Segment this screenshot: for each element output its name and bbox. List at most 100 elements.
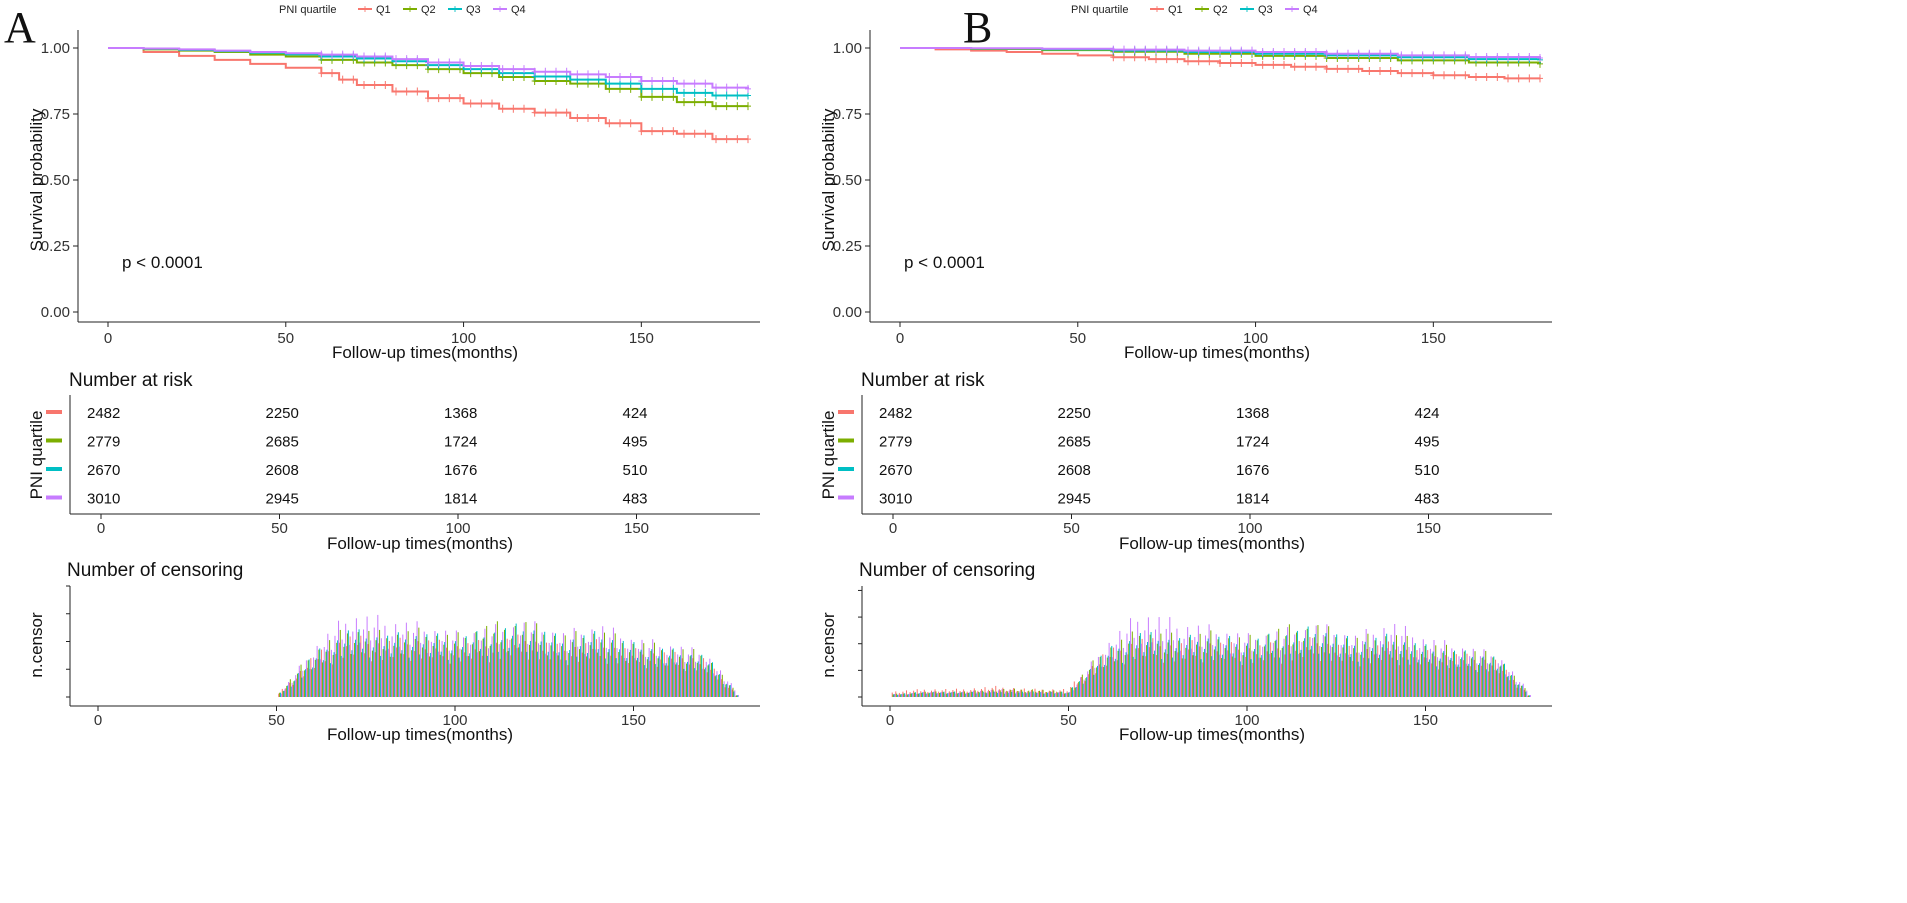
km-censor-mark-q1 [1387,66,1394,75]
km-censor-mark-q1 [585,113,591,122]
km-censor-mark-q4 [489,61,495,70]
km-censor-mark-q3 [691,88,698,97]
legend-key-mark: + [1243,2,1250,16]
km-censor-mark-q2 [691,98,698,107]
km-censor-mark-q1 [1345,64,1351,73]
panel-letter-b: B [963,3,992,52]
risk-cell: 510 [1415,462,1440,479]
km-censor-mark-q1 [1526,74,1533,83]
km-censor-mark-q4 [638,77,645,85]
km-censor-mark-q2 [723,102,730,111]
km-censor-mark-q4 [595,70,602,79]
km-censor-mark-q1 [393,87,399,96]
km-censor-mark-q1 [329,69,335,78]
km-x-tick-label: 50 [277,330,294,347]
km-censor-mark-q4 [1334,49,1341,58]
km-censor-mark-q4 [1441,51,1447,60]
km-censor-mark-q4 [446,58,453,67]
risk-x-tick-label: 50 [271,520,288,537]
km-censor-mark-q4 [1206,46,1213,55]
km-censor-mark-q4 [1409,51,1415,60]
risk-cell: 1814 [1236,491,1269,508]
km-censor-mark-q2 [670,92,677,101]
panel-b: B PNI quartile + Q1 + Q2 + Q3 + Q4 0.000.250.500… [819,2,1552,744]
km-censor-mark-q3 [723,91,730,100]
km-censor-mark-q4 [1281,47,1287,56]
km-censor-mark-q4 [1270,47,1277,56]
km-censor-mark-q1 [1462,71,1469,80]
km-y-tick-label: 0.00 [41,304,70,321]
km-censor-mark-q1 [1249,59,1255,68]
km-censor-mark-q1 [670,127,677,136]
km-censor-mark-q4 [1153,45,1159,54]
risk-x-tick-label: 100 [1237,520,1262,537]
km-censor-mark-q4 [510,65,517,74]
legend-entry-q3: Q3 [1258,4,1273,16]
risk-x-tick-label: 0 [97,520,105,537]
censor-x-tick-label: 50 [1060,712,1077,729]
km-censor-mark-q4 [734,83,741,92]
km-censor-mark-q1 [1355,64,1362,73]
km-censor-mark-q4 [1185,46,1191,55]
legend-entry-q2: Q2 [421,4,436,16]
km-censor-mark-q4 [1515,52,1522,61]
km-censor-mark-q1 [446,94,453,103]
km-censor-mark-q4 [702,79,709,88]
legend-entry-q4: Q4 [1303,4,1318,16]
km-censor-mark-q1 [1334,64,1341,73]
km-censor-mark-q1 [425,94,431,103]
km-x-tick-label: 150 [629,330,654,347]
risk-cell: 495 [1415,434,1440,451]
km-censor-mark-q4 [649,77,655,85]
risk-y-axis-title: PNI quartile [819,411,838,500]
km-censor-mark-q4 [1462,51,1469,60]
km-censor-mark-q3 [734,91,741,100]
km-censor-mark-q4 [1249,46,1255,55]
km-censor-mark-q4 [478,61,485,70]
km-censor-mark-q1 [1430,71,1437,80]
km-x-axis-title: Follow-up times(months) [1124,343,1310,362]
km-censor-mark-q4 [382,52,389,61]
risk-x-axis-title: Follow-up times(months) [1119,534,1305,553]
km-censor-mark-q4 [1163,45,1170,54]
km-censor-mark-q1 [1313,62,1319,71]
km-censor-mark-q1 [1174,55,1181,64]
km-censor-mark-q1 [595,113,602,122]
panel-letter-a: A [4,3,36,52]
km-censor-mark-q1 [606,119,613,128]
risk-cell: 1724 [444,434,477,451]
km-censor-mark-q4 [1313,47,1319,56]
km-censor-mark-q1 [350,75,357,84]
legend-key-mark: + [406,2,413,16]
km-censor-mark-q1 [1451,71,1458,80]
km-censor-mark-q1 [649,127,655,136]
risk-cell: 2482 [879,405,912,422]
km-censor-mark-q1 [1153,55,1159,64]
p-value-annotation: p < 0.0001 [122,253,203,272]
risk-table-title: Number at risk [69,370,193,391]
km-censor-mark-q4 [1398,51,1405,60]
km-censor-mark-q1 [1323,64,1330,73]
legend-key-mark: + [361,2,368,16]
km-censor-mark-q3 [670,84,677,93]
km-plot-a: 0.00 0.25 0.50 0.75 1.00 0 50 100 150 Follow-up t… [27,30,760,362]
km-censor-mark-q1 [1377,66,1383,75]
censor-x-tick-label: 100 [442,712,467,729]
risk-cell: 3010 [879,491,912,508]
legend-entry-q2: Q2 [1213,4,1228,16]
km-censor-mark-q3 [638,84,645,93]
risk-cell: 2945 [266,491,299,508]
risk-cell: 1814 [444,491,477,508]
legend-entry-q4: Q4 [511,4,526,16]
km-censor-mark-q1 [1185,57,1191,66]
km-censor-mark-q4 [425,58,431,67]
km-censor-mark-q4 [553,67,559,76]
km-censor-mark-q4 [1345,49,1351,58]
km-curve-q1 [108,47,748,141]
km-censor-mark-q4 [531,67,538,76]
km-censor-mark-q1 [467,99,474,108]
km-y-tick-label: 1.00 [833,40,862,57]
km-y-axis-title: Survival probability [27,108,46,251]
risk-cell: 1368 [1236,405,1269,422]
km-censor-mark-q1 [627,119,634,128]
